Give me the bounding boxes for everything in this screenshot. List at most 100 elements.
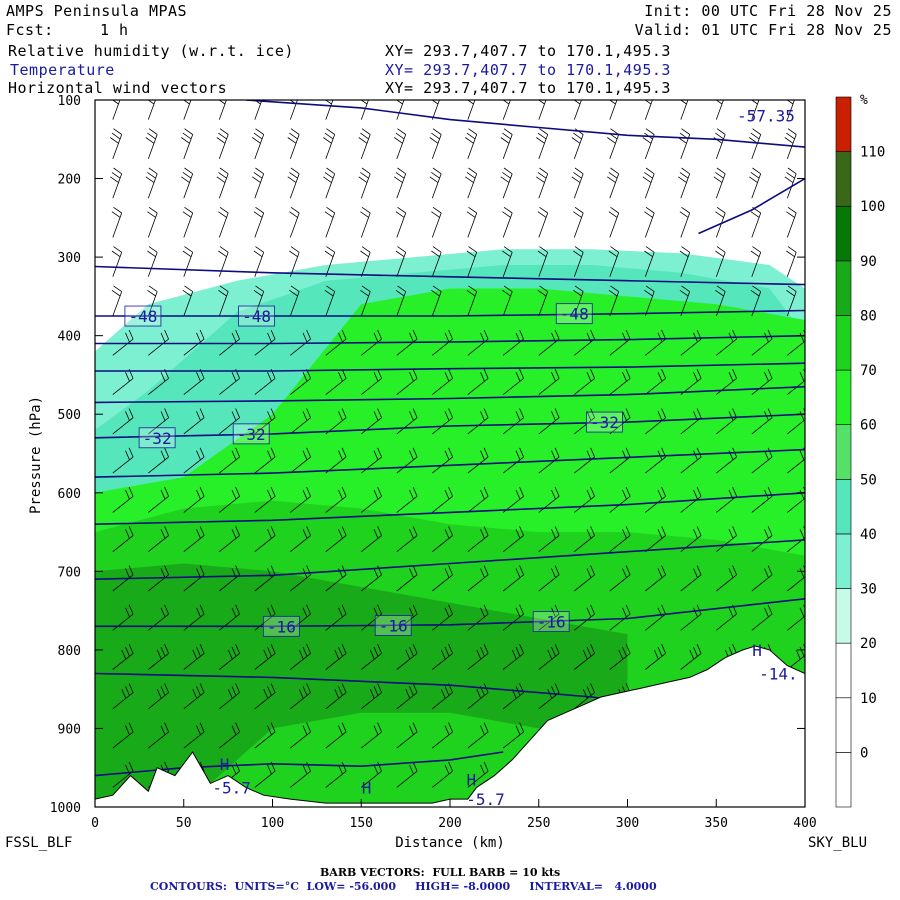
wind-barb: [112, 526, 134, 553]
wind-barb: [111, 246, 123, 277]
wind-barb: [432, 526, 453, 553]
wind-barb: [183, 683, 205, 710]
wind-barb: [111, 285, 123, 317]
wind-barb: [431, 206, 442, 238]
temperature-contour: [95, 265, 805, 286]
wind-barb: [645, 644, 666, 670]
contour-label: -5.7: [466, 790, 505, 809]
wind-barb: [183, 100, 192, 120]
wind-barb: [609, 408, 631, 435]
wind-barb: [678, 167, 691, 199]
wind-barb: [183, 604, 205, 631]
x-tick-label: 0: [91, 816, 99, 831]
wind-barb: [361, 526, 382, 553]
contour-label: -48: [560, 305, 589, 324]
wind-barb: [216, 167, 229, 199]
wind-barb: [361, 644, 382, 670]
wind-barb: [645, 369, 666, 395]
wind-barb: [110, 128, 123, 160]
wind-barb: [608, 206, 620, 238]
wind-barb: [607, 128, 620, 160]
wind-barb: [112, 604, 134, 631]
wind-barb: [396, 604, 418, 631]
wind-barb: [360, 100, 369, 120]
wind-barb: [432, 761, 453, 788]
wind-barb: [219, 604, 240, 631]
x-tick-label: 50: [176, 816, 192, 831]
wind-barb: [290, 447, 311, 474]
contour-label-box: [555, 303, 593, 325]
wind-barb: [358, 128, 371, 160]
wind-barb: [112, 100, 121, 120]
wind-barb: [679, 206, 691, 238]
wind-barb: [465, 167, 478, 199]
contour-label: H: [466, 771, 476, 790]
y-tick-label: 700: [58, 565, 81, 580]
wind-barb: [325, 604, 347, 631]
wind-barb: [644, 246, 655, 277]
wind-barb: [642, 128, 655, 160]
wind-barb: [325, 644, 347, 670]
wind-barb: [361, 447, 382, 474]
wind-barb: [218, 246, 229, 277]
wind-barb: [182, 246, 194, 277]
wind-barb: [290, 761, 311, 788]
wind-barb: [644, 206, 655, 238]
contour-label: -48: [128, 307, 157, 326]
wind-barb: [715, 100, 724, 120]
wind-barb: [467, 526, 489, 553]
wind-barb: [289, 206, 300, 238]
contour-label-box: [374, 615, 412, 636]
wind-barb: [607, 167, 620, 199]
wind-barb: [787, 486, 805, 513]
wind-barb: [715, 246, 726, 277]
wind-barb: [645, 526, 666, 553]
wind-barb: [787, 408, 805, 435]
y-tick-label: 500: [58, 408, 81, 423]
wind-barb: [396, 526, 418, 553]
wind-barb: [148, 486, 169, 513]
wind-barb: [574, 526, 595, 553]
colorbar-tick-label: 10: [860, 691, 877, 707]
wind-barb: [644, 285, 655, 317]
wind-barb: [325, 683, 347, 710]
wind-barb: [500, 128, 513, 160]
wind-barb: [536, 167, 549, 199]
field-rh-name: Relative humidity (w.r.t. ice): [8, 42, 294, 60]
wind-barb: [148, 526, 169, 553]
colorbar-swatch: [835, 588, 852, 644]
wind-barb: [254, 722, 276, 749]
wind-barb: [574, 644, 595, 670]
wind-barb: [110, 167, 123, 199]
wind-barb: [467, 761, 489, 788]
wind-barb: [219, 644, 240, 670]
wind-barb: [182, 285, 194, 317]
wind-barb: [716, 369, 737, 395]
contour-label-box: [238, 305, 275, 327]
wind-barb: [361, 486, 382, 513]
wind-barb: [396, 408, 418, 435]
y-tick-label: 400: [58, 330, 81, 345]
wind-barb: [502, 100, 511, 120]
wind-barb: [432, 683, 453, 710]
wind-barb: [148, 683, 169, 710]
wind-barb: [219, 408, 240, 435]
colorbar-swatch: [835, 260, 852, 316]
terrain-mask: [95, 645, 805, 807]
field-wind-xy: XY= 293.7,407.7 to 170.1,495.3: [385, 79, 671, 97]
wind-barb: [254, 683, 276, 710]
contour-label: H: [752, 641, 762, 660]
x-tick-label: 250: [527, 816, 550, 831]
wind-barb: [290, 486, 311, 513]
field-temp-xy: XY= 293.7,407.7 to 170.1,495.3: [385, 61, 671, 79]
wind-barb: [147, 285, 158, 317]
wind-barb: [396, 565, 418, 592]
wind-barb: [787, 604, 805, 631]
colorbar-swatch: [835, 697, 852, 753]
wind-barb: [751, 604, 773, 631]
wind-barb: [396, 683, 418, 710]
wind-barb: [219, 526, 240, 553]
wind-barb: [608, 285, 620, 317]
wind-barb: [609, 447, 631, 474]
wind-barb: [361, 683, 382, 710]
